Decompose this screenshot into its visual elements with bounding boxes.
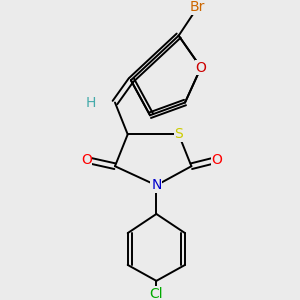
Text: O: O: [81, 153, 92, 167]
Text: O: O: [212, 153, 222, 167]
Text: Cl: Cl: [150, 286, 163, 300]
Text: Br: Br: [190, 0, 206, 14]
Text: N: N: [151, 178, 162, 192]
Text: O: O: [196, 61, 206, 74]
Text: S: S: [174, 128, 183, 141]
Text: H: H: [86, 95, 96, 110]
